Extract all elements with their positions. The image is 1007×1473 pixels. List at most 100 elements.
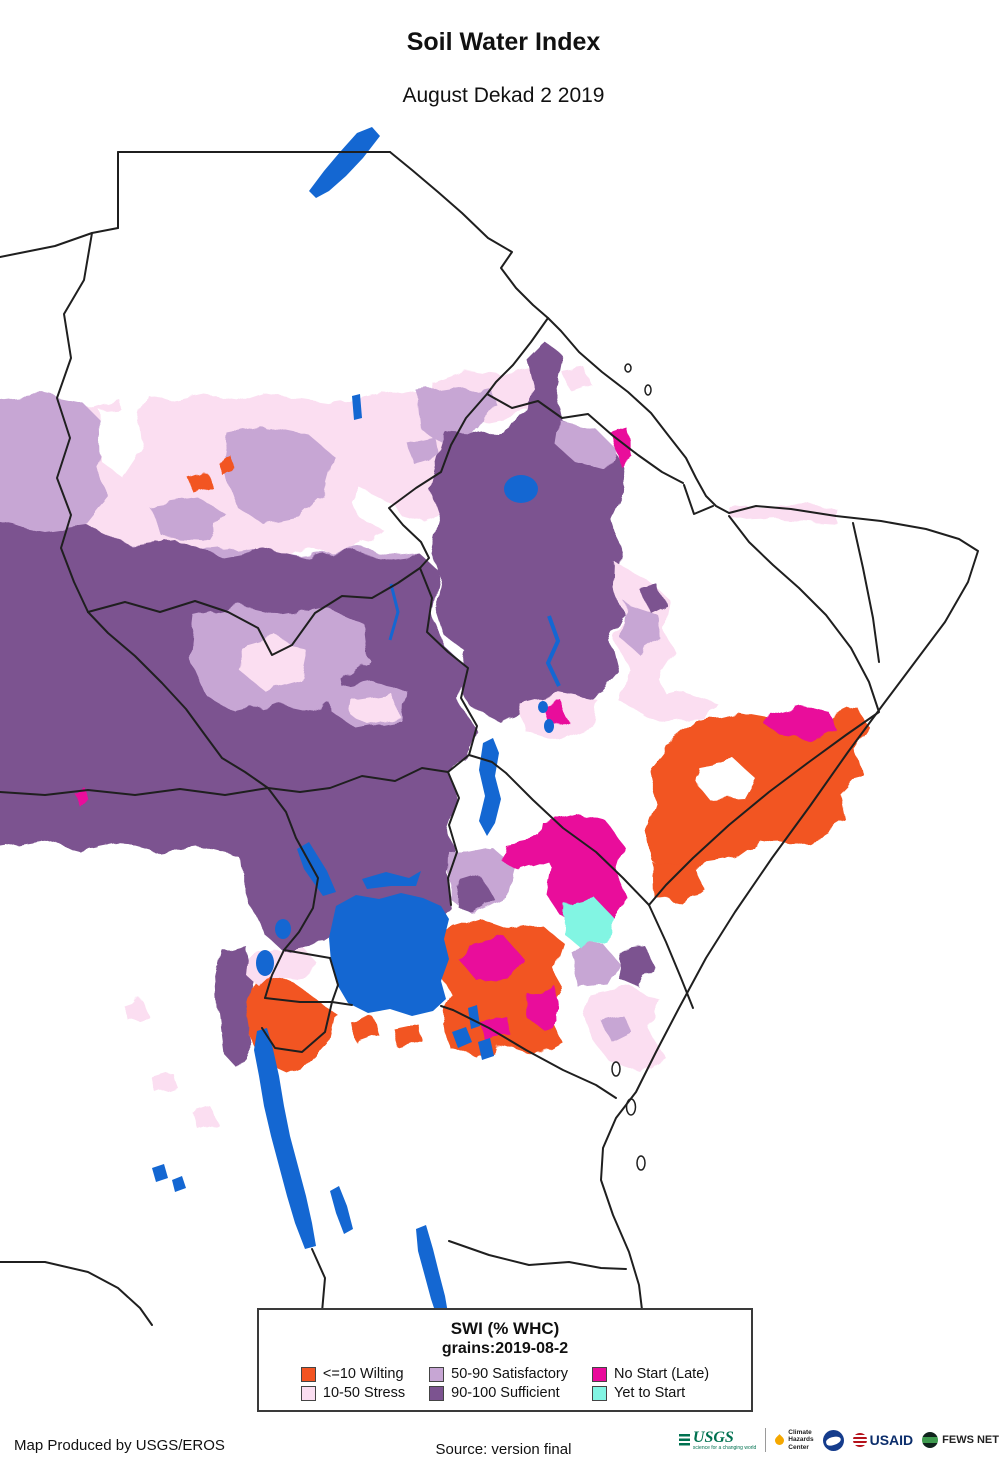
region-sat-central-sudan [223,426,334,523]
usaid-logo-text: USAID [869,1432,914,1448]
region-stress-ssudan [240,636,306,690]
region-suf-kivu-strip [216,944,252,1068]
legend-subtitle: grains:2019-08-2 [441,1340,569,1357]
border-kenya-somalia [648,904,694,1009]
region-wilt-spec-sudan-2 [216,456,236,474]
climate-hazards-center-logo: Climate Hazards Center [773,1428,814,1451]
region-sat-ethiopia-east [622,602,662,655]
swatch-stress [300,1385,316,1401]
island-dahlak-1 [624,363,632,373]
fewsnet-logo: FEWS NET [922,1432,999,1448]
chc-line1: Climate [788,1428,812,1436]
lake-turkana [479,738,501,836]
border-tanzania-zambia [311,1248,326,1313]
region-suf-spec-somaliland [640,585,664,610]
blue-nile-river [545,615,561,687]
lake-kivu [256,950,274,976]
border-ssudan-uganda [267,754,470,793]
usgs-logo: USGS science for a changing world [678,1428,757,1451]
region-yts-kenya [564,899,612,949]
region-white-hole-somalia [697,761,756,801]
region-stress-spec-1 [124,1000,148,1022]
border-sudan-ssudan [87,567,421,656]
swatch-no-start [592,1366,607,1382]
region-ns-w-ext [501,837,549,871]
page-subtitle: August Dekad 2 2019 [402,84,605,107]
swatch-wilting [300,1366,316,1382]
usgs-tagline: science for a changing world [692,1444,757,1451]
region-ns-kenya-2 [527,987,563,1031]
region-ns-somalia-top [766,705,836,741]
region-wilt-somalia [646,706,868,873]
region-sat-dither [148,498,226,540]
region-sat-kenya-se [570,943,618,986]
border-ethiopia-somalia [648,515,880,906]
region-ns-kenya-1 [461,937,523,981]
legend-label: 50-90 Satisfactory [451,1366,568,1382]
region-white-notch-sudan [352,488,405,532]
border-car-drc [0,787,269,796]
chc-line3: Center [788,1443,809,1451]
border-coastline [389,151,979,1319]
border-ethiopia-kenya [468,754,650,906]
border-ssudan-ethiopia [419,567,478,756]
region-wilt-victoria-west [241,974,336,1073]
footer-credit: Map Produced by USGS/EROS [14,1437,225,1454]
region-suf-kenya-se [616,945,656,988]
border-burundi [261,1001,333,1053]
noaa-logo [822,1429,844,1451]
swatch-yet-to-start [592,1385,607,1401]
swatch-satisfactory [429,1366,445,1382]
droplet-icon [773,1433,787,1447]
lake-chamo [544,719,554,733]
border-tanzania-uganda [331,1001,353,1006]
region-white-notch-nw [99,406,141,476]
lake-manyara [478,1038,494,1060]
fewsnet-logo-text: FEWS NET [942,1434,999,1446]
region-sat-sudan-mid [404,434,440,464]
border-sudan-ethiopia [388,393,488,569]
lake-tanganyika [254,1028,316,1249]
legend-label: No Start (Late) [614,1366,710,1382]
border-car-sudan [87,611,269,789]
region-sat-kenya-coast [600,1014,632,1042]
lake-victoria [329,893,449,1016]
region-sat-west [0,394,110,545]
usaid-logo: USAID [852,1432,914,1448]
tz-speck-1 [152,1164,168,1182]
region-stress-n-somalia-coast [730,503,838,522]
region-suf-kenya-w [456,878,494,913]
tz-speck-2 [172,1176,186,1192]
usgs-logo-text: USGS [692,1428,734,1446]
nile-speck [352,394,362,420]
island-dahlak-2 [644,384,652,396]
region-ns-west-edge [74,789,90,805]
lakes-layer [152,127,561,1323]
border-libya-chad [0,227,119,258]
legend-label: 10-50 Stress [322,1385,406,1401]
region-sat-ethiopia-ne [556,420,615,470]
usaid-flag-icon [852,1433,867,1447]
region-ns-eritrea [610,427,632,464]
legend-grid: <=10 Wilting 50-90 Satisfactory No Start… [259,1366,751,1401]
page-title: Soil Water Index [406,28,601,56]
usgs-bars-icon [678,1434,690,1446]
region-wilt-somalia-sw [652,862,702,903]
logo-divider [765,1428,767,1452]
border-kenya-tanzania [452,1009,617,1099]
border-tanzania-kenya-w [440,1005,454,1011]
footer-logos: USGS science for a changing world Climat… [678,1428,999,1452]
region-stress-spec-2 [152,1072,178,1095]
region-wilt-s-victoria-2 [394,1024,424,1050]
border-sudan-eritrea [486,317,549,395]
legend-item-sufficient: 90-100 Sufficient [429,1385,568,1401]
legend-item-satisfactory: 50-90 Satisfactory [429,1366,568,1382]
region-stress-eritrea-e [562,368,592,392]
border-uganda-rwanda [283,949,331,959]
border-rwanda-east [329,957,339,1003]
lake-edward [275,919,291,939]
legend-title: SWI (% WHC) [450,1319,560,1338]
border-tanzania-mozambique [448,1240,627,1270]
lake-rukwa [330,1186,353,1234]
